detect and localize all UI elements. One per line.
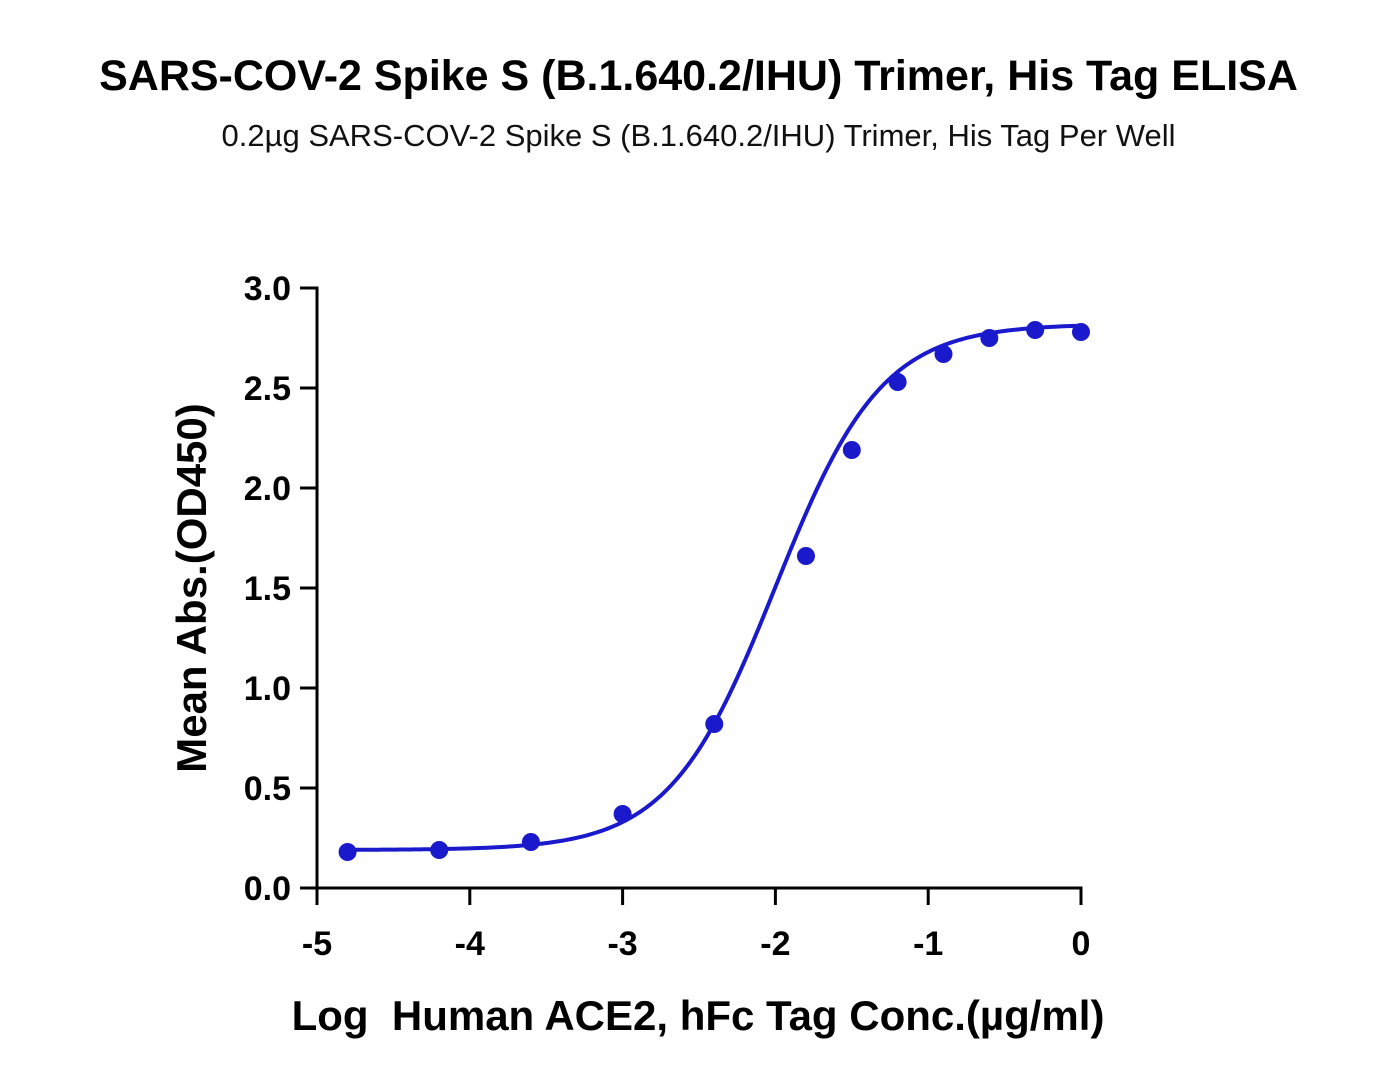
data-point: [430, 841, 449, 859]
x-tick-label: -1: [913, 925, 943, 963]
data-point: [980, 329, 999, 347]
x-tick-label: -2: [760, 925, 790, 963]
data-point: [842, 441, 861, 459]
y-tick-label: 2.5: [244, 370, 291, 408]
x-tick-label: -3: [607, 925, 637, 963]
data-point: [521, 833, 540, 851]
chart-title: SARS-COV-2 Spike S (B.1.640.2/IHU) Trime…: [99, 52, 1298, 100]
data-point: [796, 547, 815, 565]
y-tick-label: 0.5: [244, 770, 291, 808]
chart-subtitle: 0.2µg SARS-COV-2 Spike S (B.1.640.2/IHU)…: [221, 118, 1176, 153]
x-tick-label: -4: [455, 925, 485, 963]
data-point: [338, 843, 357, 861]
data-point: [1072, 323, 1090, 341]
x-tick-label: -5: [302, 925, 332, 963]
fit-curve: [347, 323, 1082, 852]
data-point: [888, 373, 907, 391]
y-tick-label: 1.5: [244, 570, 291, 608]
data-point: [1026, 321, 1045, 339]
y-tick-label: 3.0: [244, 270, 291, 308]
y-tick-label: 0.0: [244, 870, 291, 908]
y-axis-title: Mean Abs.(OD450): [168, 403, 215, 773]
x-axis-title: Log Human ACE2, hFc Tag Conc.(µg/ml): [292, 992, 1105, 1039]
fit-curve-layer: [347, 323, 1082, 852]
x-tick-label: 0: [1072, 925, 1091, 963]
data-point: [705, 715, 724, 733]
y-tick-label: 2.0: [244, 470, 291, 508]
data-point: [934, 345, 953, 363]
data-point: [613, 805, 632, 823]
data-points-layer: [338, 321, 1090, 861]
y-tick-label: 1.0: [244, 670, 291, 708]
chart-axes: 0.0 0.5 1.0 1.5 2.0 2.5 3.0 -5 -4 -3 -2 -1 0: [244, 270, 1091, 963]
